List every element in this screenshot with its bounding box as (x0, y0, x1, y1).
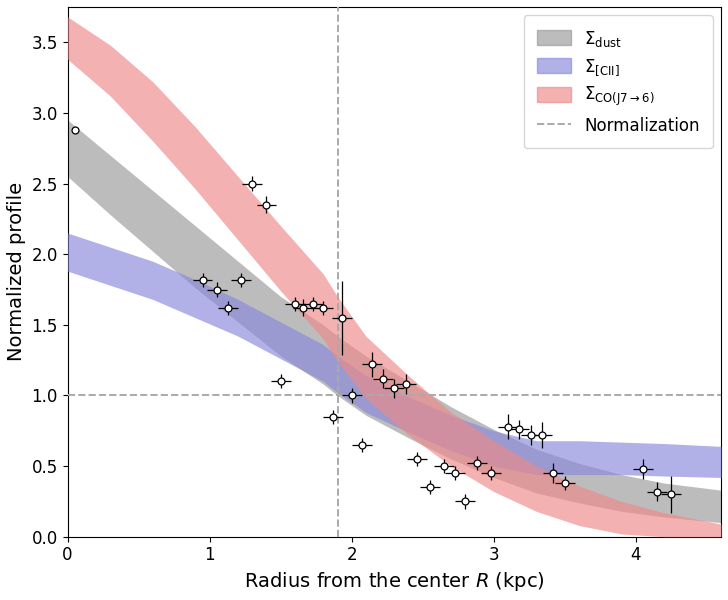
Legend: $\Sigma_{\rm dust}$, $\Sigma_{\rm [CII]}$, $\Sigma_{\rm CO(J7\rightarrow6)}$, No: $\Sigma_{\rm dust}$, $\Sigma_{\rm [CII]}… (524, 15, 713, 148)
X-axis label: Radius from the center $R$ (kpc): Radius from the center $R$ (kpc) (244, 570, 545, 593)
Y-axis label: Normalized profile: Normalized profile (7, 182, 26, 361)
